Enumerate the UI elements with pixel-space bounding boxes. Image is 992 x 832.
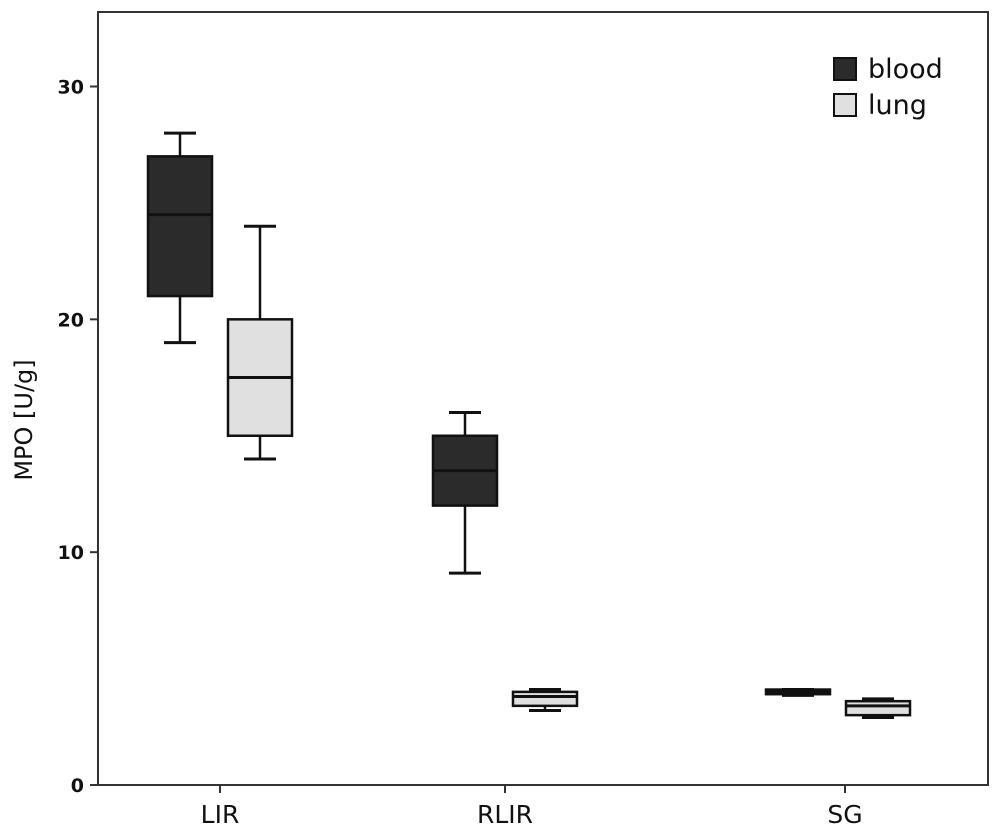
box-blood-LIR — [146, 131, 214, 345]
box-blood-SG — [764, 688, 832, 697]
box-lung-SG — [844, 697, 912, 719]
x-tick-label: SG — [827, 800, 862, 828]
x-tick-label: LIR — [201, 800, 240, 828]
legend-label-blood: blood — [868, 54, 943, 85]
legend-swatch-blood — [833, 57, 857, 81]
box-iqr — [511, 690, 579, 708]
box-iqr — [146, 155, 214, 298]
box-blood-RLIR — [431, 410, 499, 575]
y-tick-label: 10 — [58, 542, 84, 564]
legend-swatch-lung — [833, 93, 857, 117]
y-tick-label: 30 — [58, 77, 84, 99]
y-axis-label: MPO [U/g] — [10, 359, 38, 480]
box-lung-RLIR — [511, 688, 579, 712]
legend-label-lung: lung — [868, 90, 927, 121]
box-iqr — [844, 699, 912, 717]
y-tick-label: 0 — [71, 775, 84, 797]
y-tick-label: 20 — [58, 309, 84, 331]
box-lung-LIR — [226, 224, 294, 461]
x-tick-label: RLIR — [477, 800, 533, 828]
